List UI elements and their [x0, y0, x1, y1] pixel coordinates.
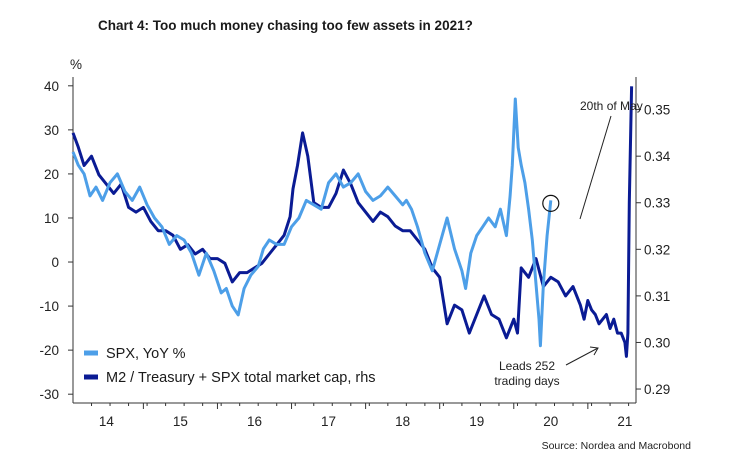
left-tick-label: -30: [39, 387, 59, 402]
left-tick-label: 30: [44, 123, 59, 138]
x-axis: 14 15 16 17 18 19 20 21: [73, 402, 636, 429]
x-tick-label: 14: [99, 414, 115, 429]
annotation-pointer-line: [579, 115, 612, 220]
x-tick-label: 21: [617, 414, 632, 429]
left-tick-label: 0: [51, 255, 59, 270]
x-tick-label: 18: [395, 414, 410, 429]
right-axis: 0.35 0.34 0.33 0.32 0.31 0.30 0.29: [635, 77, 671, 403]
chart-title: Chart 4: Too much money chasing too few …: [98, 18, 473, 33]
right-tick-label: 0.32: [644, 242, 670, 257]
annotation-arrow-head: [589, 346, 599, 356]
annotation-leads-line2: trading days: [494, 374, 559, 388]
right-tick-label: 0.29: [644, 382, 670, 397]
left-axis: % 40 30 20 10 0 -10 -20 -30: [39, 57, 82, 403]
right-tick-label: 0.33: [644, 196, 670, 211]
right-tick-label: 0.35: [644, 103, 670, 118]
left-tick-label: -20: [39, 343, 59, 358]
annotation-arrow-shaft: [565, 347, 599, 366]
x-tick-label: 19: [469, 414, 484, 429]
legend-label: M2 / Treasury + SPX total market cap, rh…: [106, 370, 376, 386]
legend-label: SPX, YoY %: [106, 346, 186, 362]
right-tick-label: 0.30: [644, 335, 670, 350]
annotation-circle: [542, 194, 560, 212]
spx-yoy-line: [71, 97, 553, 348]
x-tick-label: 15: [173, 414, 188, 429]
m2-ratio-line: [71, 86, 634, 358]
left-tick-label: -10: [39, 299, 59, 314]
x-tick-label: 17: [321, 414, 336, 429]
right-tick-label: 0.31: [644, 289, 670, 304]
left-tick-label: 10: [44, 211, 59, 226]
left-axis-unit: %: [70, 57, 82, 72]
annotation-20th-of-may: 20th of May: [580, 99, 643, 113]
legend: SPX, YoY % M2 / Treasury + SPX total mark…: [84, 346, 376, 386]
annotation-leads-line1: Leads 252: [499, 359, 555, 373]
source-note: Source: Nordea and Macrobond: [541, 440, 691, 452]
x-tick-label: 20: [543, 414, 558, 429]
series-layer: [71, 86, 634, 358]
left-tick-label: 40: [44, 79, 59, 94]
right-tick-label: 0.34: [644, 149, 671, 164]
left-tick-label: 20: [44, 167, 59, 182]
x-tick-label: 16: [247, 414, 262, 429]
